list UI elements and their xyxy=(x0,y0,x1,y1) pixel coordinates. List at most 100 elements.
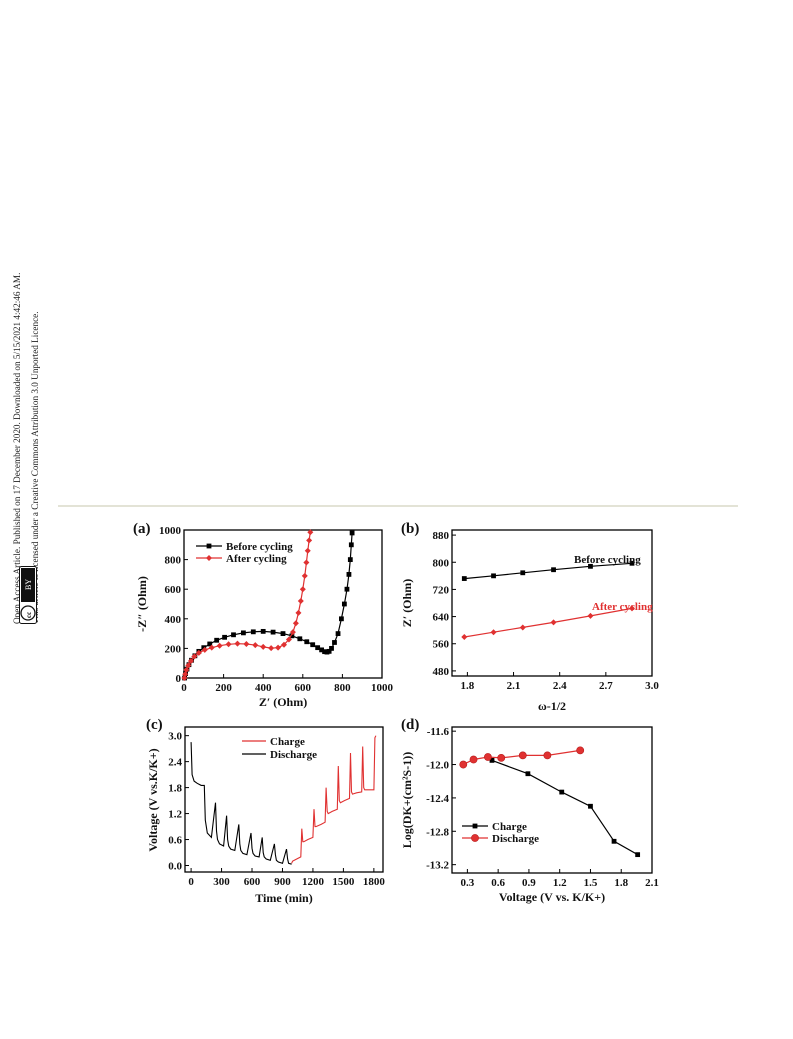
legend-label: After cycling xyxy=(226,553,287,565)
data-point xyxy=(315,645,321,651)
series-1 xyxy=(461,560,635,581)
data-point xyxy=(335,631,341,636)
legend-label: Discharge xyxy=(270,749,317,761)
data-point xyxy=(289,629,296,636)
cc-circle-icon xyxy=(20,605,36,621)
data-point xyxy=(185,662,192,669)
panel-label: (c) xyxy=(146,717,163,733)
legend-label: Charge xyxy=(492,821,527,833)
data-point xyxy=(629,605,635,612)
data-point xyxy=(260,628,266,634)
x-tick-label: 1.8 xyxy=(614,877,628,889)
data-point xyxy=(252,642,259,649)
data-point xyxy=(241,630,246,636)
series-label: Before cycling xyxy=(574,554,641,566)
data-point xyxy=(250,629,256,635)
data-point xyxy=(297,636,303,642)
data-point xyxy=(208,644,215,651)
x-tick-label: 1000 xyxy=(371,682,394,694)
data-point xyxy=(183,666,190,673)
data-point xyxy=(629,560,635,566)
data-point xyxy=(301,572,308,579)
y-axis-label: -Z″ (Ohm) xyxy=(135,576,149,632)
x-tick-label: 1.8 xyxy=(461,680,475,692)
data-point xyxy=(576,746,585,755)
data-point xyxy=(490,629,497,636)
y-axis-label: Z′ (Ohm) xyxy=(400,579,414,627)
data-point xyxy=(520,570,526,576)
series-2 xyxy=(190,742,292,865)
data-point xyxy=(304,639,310,645)
data-point xyxy=(349,530,355,536)
data-point xyxy=(207,641,213,647)
data-point xyxy=(346,572,352,577)
data-point xyxy=(326,648,332,654)
badge-cc-text: cc xyxy=(25,612,33,618)
y-tick-label: 2.4 xyxy=(168,757,182,769)
data-point xyxy=(461,633,468,640)
data-point xyxy=(347,557,353,562)
panel-label: (b) xyxy=(401,521,419,537)
legend-label: Charge xyxy=(270,736,305,748)
series-line xyxy=(464,562,633,580)
series-2 xyxy=(461,605,635,640)
x-tick-label: 1500 xyxy=(332,876,355,888)
data-point xyxy=(268,645,275,652)
data-point xyxy=(225,641,232,648)
x-tick-label: 1.2 xyxy=(553,877,567,889)
panel-label: (a) xyxy=(133,521,151,537)
y-axis-label: Log(DK+(cm²S-1)) xyxy=(400,752,414,848)
data-point xyxy=(234,640,241,647)
x-tick-label: 600 xyxy=(295,682,312,694)
x-tick-label: 300 xyxy=(213,876,230,888)
license-side-note: Open Access Article. Published on 17 Dec… xyxy=(6,196,40,626)
side-note-line2: This article is licensed under a Creativ… xyxy=(30,311,40,624)
x-tick-label: 200 xyxy=(215,682,232,694)
badge-by-text: BY xyxy=(24,579,33,590)
series-line xyxy=(491,759,638,856)
x-tick-label: 2.1 xyxy=(507,680,521,692)
y-tick-label: 200 xyxy=(165,643,182,655)
y-tick-label: -12.0 xyxy=(426,760,449,772)
legend-marker xyxy=(472,823,478,829)
plot-frame xyxy=(183,529,383,679)
data-point xyxy=(191,653,198,660)
data-point xyxy=(339,616,344,622)
data-point xyxy=(195,649,202,656)
data-point xyxy=(222,634,227,640)
data-point xyxy=(341,601,347,607)
y-tick-label: 480 xyxy=(433,666,450,678)
plot-frame xyxy=(451,726,653,874)
plot-frame xyxy=(451,529,653,677)
x-tick-label: 3.0 xyxy=(645,680,659,692)
side-note-line1: Open Access Article. Published on 17 Dec… xyxy=(12,273,22,624)
plot-frame xyxy=(184,726,384,873)
legend-marker xyxy=(471,834,479,842)
x-tick-label: 1.5 xyxy=(584,877,598,889)
x-axis-label: ω-1/2 xyxy=(538,699,566,713)
side-note-graphic: Open Access Article. Published on 17 Dec… xyxy=(12,273,40,624)
cc-by-license-badge[interactable]: BY cc xyxy=(19,566,37,624)
y-tick-label: 3.0 xyxy=(168,731,182,743)
y-tick-label: 0.0 xyxy=(168,861,182,873)
data-point xyxy=(297,598,304,605)
legend-marker xyxy=(206,555,212,561)
data-point xyxy=(469,755,478,764)
x-tick-label: 900 xyxy=(274,876,291,888)
x-tick-label: 2.4 xyxy=(553,680,567,692)
data-point xyxy=(304,547,311,554)
series-1 xyxy=(291,735,377,864)
y-tick-label: 1000 xyxy=(159,525,182,537)
data-point xyxy=(489,757,495,763)
series-line xyxy=(291,735,377,864)
data-point xyxy=(588,803,593,809)
data-point xyxy=(588,563,593,569)
data-point xyxy=(551,567,556,573)
x-tick-label: 0 xyxy=(188,876,194,888)
data-point xyxy=(587,612,594,619)
y-tick-label: -12.8 xyxy=(426,826,449,838)
data-point xyxy=(611,838,617,844)
chart-panel-3: 0 300 600 900 1200 1500 1800 0.0 0.6 1.2 1.8 2.4 3.0… xyxy=(146,717,385,905)
